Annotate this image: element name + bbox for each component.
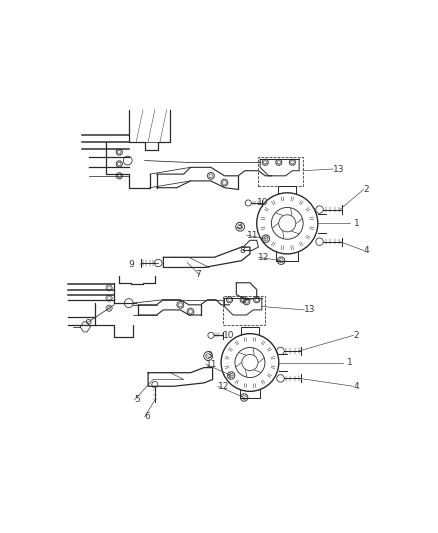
Text: 2: 2 <box>364 185 369 194</box>
Text: 12: 12 <box>258 253 270 262</box>
Text: 10: 10 <box>223 331 234 340</box>
Text: 13: 13 <box>304 305 316 314</box>
Text: 1: 1 <box>353 219 359 228</box>
Text: 13: 13 <box>333 165 345 174</box>
Text: 9: 9 <box>129 260 134 269</box>
Text: 5: 5 <box>134 395 140 405</box>
Text: 2: 2 <box>353 331 359 340</box>
Text: 3: 3 <box>237 222 242 231</box>
Text: 4: 4 <box>364 246 369 255</box>
Text: 4: 4 <box>353 382 359 391</box>
Text: 1: 1 <box>346 358 353 367</box>
Text: 8: 8 <box>240 246 246 255</box>
Text: 7: 7 <box>196 270 201 279</box>
Text: 6: 6 <box>145 413 151 421</box>
Text: 10: 10 <box>257 198 268 207</box>
Text: 11: 11 <box>206 360 217 369</box>
Text: 3: 3 <box>206 351 212 360</box>
Text: 12: 12 <box>218 382 229 391</box>
Text: 11: 11 <box>247 231 258 240</box>
